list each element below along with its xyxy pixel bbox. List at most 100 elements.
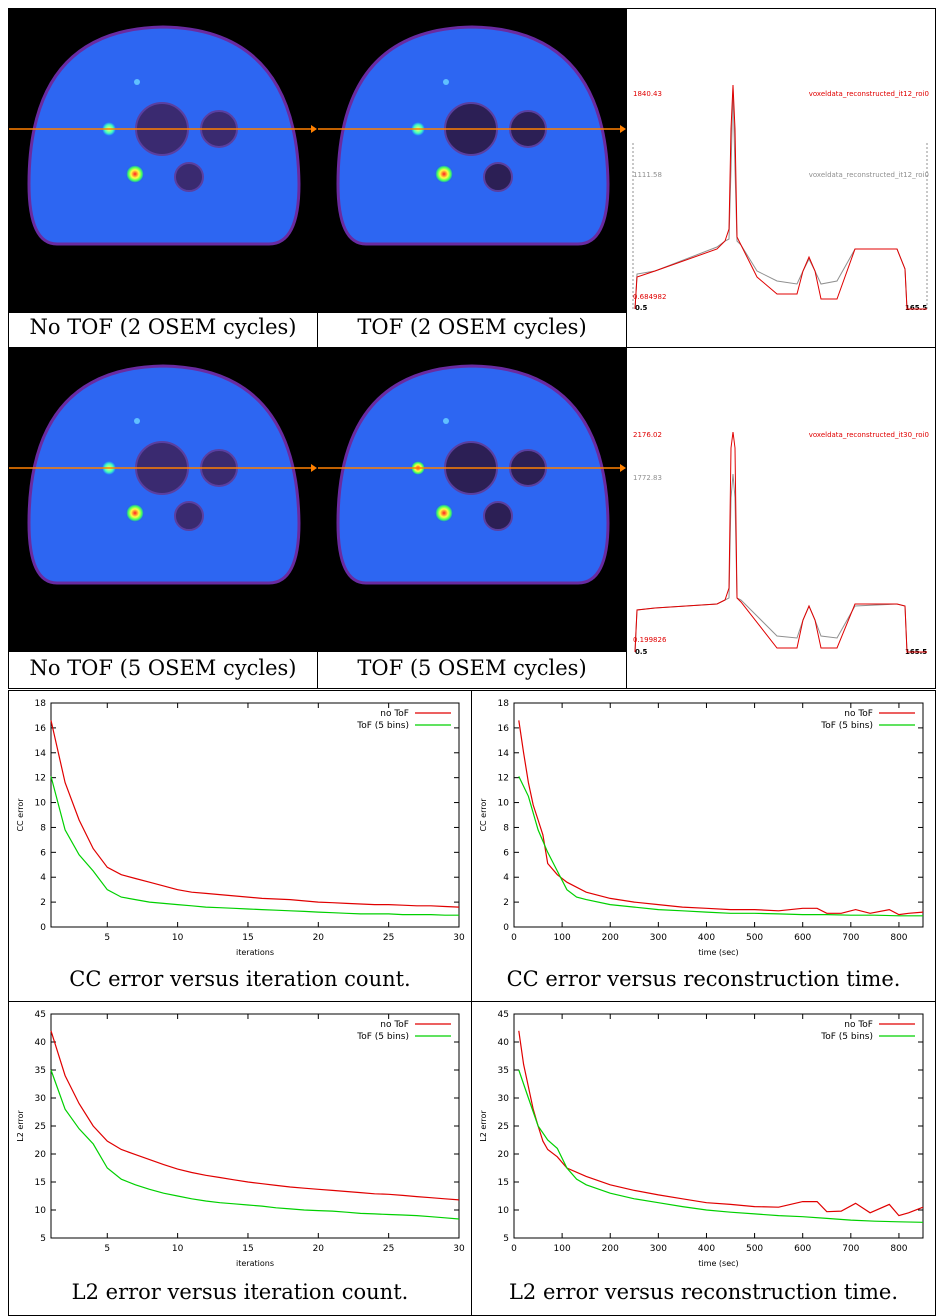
y-tick-label: 2 [503,898,509,908]
x-tick-label: 15 [242,1244,253,1254]
profile-max-red-label: 1840.43 [633,90,662,98]
y-tick-label: 45 [35,1010,46,1020]
y-tick-label: 35 [498,1066,509,1076]
x-tick-label: 700 [842,933,859,943]
legend-label: ToF (5 bins) [820,721,873,731]
x-tick-label: 5 [104,1244,110,1254]
plot-frame [50,1013,460,1239]
x-tick-label: 0 [511,1244,517,1254]
y-axis-label: L2 error [16,1110,25,1142]
y-tick-label: 45 [498,1010,509,1020]
legend-label: no ToF [844,709,873,719]
y-tick-label: 20 [498,1150,510,1160]
y-tick-label: 35 [35,1066,46,1076]
x-tick-label: 300 [650,933,667,943]
x-tick-label: 0 [511,933,517,943]
y-tick-label: 15 [35,1178,46,1188]
legend-label: no ToF [380,1020,409,1030]
y-tick-label: 8 [40,823,46,833]
recon-tof-2-cycles: TOF (2 OSEM cycles) [317,8,627,348]
y-tick-label: 40 [498,1038,510,1048]
x-tick-label: 30 [453,933,465,943]
y-tick-label: 18 [35,699,47,709]
series-line-1 [518,1069,924,1223]
y-axis-label: CC error [479,798,488,832]
chart-l2-time: 5 10 15 20 25 30 35 40 45 0 100 200 300 400 500 600 700 8… [471,1001,936,1316]
chart-cc-time: 0 2 4 6 8 10 12 14 16 18 0 100 200 300 400 500 600 700 800… [471,690,936,1002]
profile-max-gray-label: 1111.58 [633,171,662,179]
plot-frame [513,1013,924,1239]
phantom-image-no-tof-5 [9,348,317,652]
y-tick-label: 12 [35,774,46,784]
recon-no-tof-2-cycles: No TOF (2 OSEM cycles) [8,8,318,348]
chart-svg-l2-iterations: 5 10 15 20 25 30 35 40 45 5 10 15 20 25 30 iterations L2… [16,1010,465,1268]
y-tick-label: 6 [503,848,509,858]
series-line-1 [50,1069,460,1220]
x-tick-label: 300 [650,1244,667,1254]
x-tick-label: 10 [172,933,184,943]
x-tick-label: 10 [172,1244,184,1254]
image-grid: No TOF (2 OSEM cycles) TOF (2 OSEM cycle… [8,8,936,690]
series-line-1 [518,776,923,917]
profile-min-red-label: 0.199826 [633,636,667,644]
x-tick-label: 500 [746,933,763,943]
y-tick-label: 14 [498,749,510,759]
x-tick-label: 400 [698,1244,715,1254]
x-tick-label: 200 [602,1244,619,1254]
y-tick-label: 10 [498,1206,510,1216]
y-tick-label: 25 [498,1122,509,1132]
chart-svg-cc-time: 0 2 4 6 8 10 12 14 16 18 0 100 200 300 400 500 600 700 800… [479,699,924,957]
y-tick-label: 30 [498,1094,510,1104]
y-tick-label: 0 [40,923,46,933]
series-line-0 [518,1030,924,1217]
recon-no-tof-5-cycles: No TOF (5 OSEM cycles) [8,347,318,689]
series-line-0 [518,720,924,916]
x-tick-label: 100 [554,933,571,943]
series-line-1 [50,776,459,916]
x-tick-label: 800 [890,933,907,943]
series-line-0 [50,1030,460,1201]
plot-frame [50,702,460,928]
x-tick-label: 500 [746,1244,763,1254]
y-tick-label: 6 [40,848,46,858]
chart-svg-l2-time: 5 10 15 20 25 30 35 40 45 0 100 200 300 400 500 600 700 8… [479,1010,924,1268]
y-axis-label: L2 error [479,1110,488,1142]
profile-max-red-label: 2176.02 [633,431,662,439]
y-tick-label: 14 [35,749,47,759]
chart-caption: L2 error versus reconstruction time. [508,1280,899,1304]
profile-min-red-label: 0.684982 [633,293,666,301]
y-tick-label: 10 [35,1206,47,1216]
y-tick-label: 30 [35,1094,47,1104]
profile-svg-2: 1111.58 1840.43 0.684982 0.5 165.5 voxel… [632,84,929,312]
profile-max-gray-label: 1772.83 [633,474,662,482]
phantom-image-tof-5 [318,348,626,652]
y-tick-label: 5 [40,1234,46,1244]
y-tick-label: 2 [40,898,46,908]
chart-l2-iterations: 5 10 15 20 25 30 35 40 45 5 10 15 20 25 30 iterations L2… [8,1001,472,1316]
legend-label: no ToF [380,709,409,719]
y-tick-label: 10 [498,799,510,809]
y-tick-label: 0 [503,923,509,933]
y-axis-label: CC error [16,798,25,832]
profile-plot-5-cycles: 2176.02 1772.83 0.199826 0.5 165.5 voxel… [626,347,936,689]
x-tick-label: 5 [104,933,110,943]
x-tick-label: 200 [602,933,619,943]
legend-label: ToF (5 bins) [356,721,409,731]
y-tick-label: 15 [498,1178,509,1188]
profile-plot-2-cycles: 1111.58 1840.43 0.684982 0.5 165.5 voxel… [626,8,936,348]
legend-label: ToF (5 bins) [820,1032,873,1042]
profile-legend-red: voxeldata_reconstructed_it30_roi0 [809,431,929,439]
caption-tof-2: TOF (2 OSEM cycles) [357,315,587,339]
legend-label: ToF (5 bins) [356,1032,409,1042]
x-axis-label: time (sec) [698,1259,738,1268]
profile-x-start-label: 0.5 [635,648,648,656]
phantom-image-no-tof-2 [9,9,317,313]
x-axis-label: time (sec) [698,948,738,957]
profile-x-start-label: 0.5 [635,304,648,312]
y-tick-label: 4 [503,873,509,883]
phantom-image-tof-2 [318,9,626,313]
caption-no-tof-5: No TOF (5 OSEM cycles) [29,656,297,680]
y-tick-label: 18 [498,699,510,709]
series-line-0 [50,720,460,908]
chart-caption: CC error versus reconstruction time. [506,967,901,991]
